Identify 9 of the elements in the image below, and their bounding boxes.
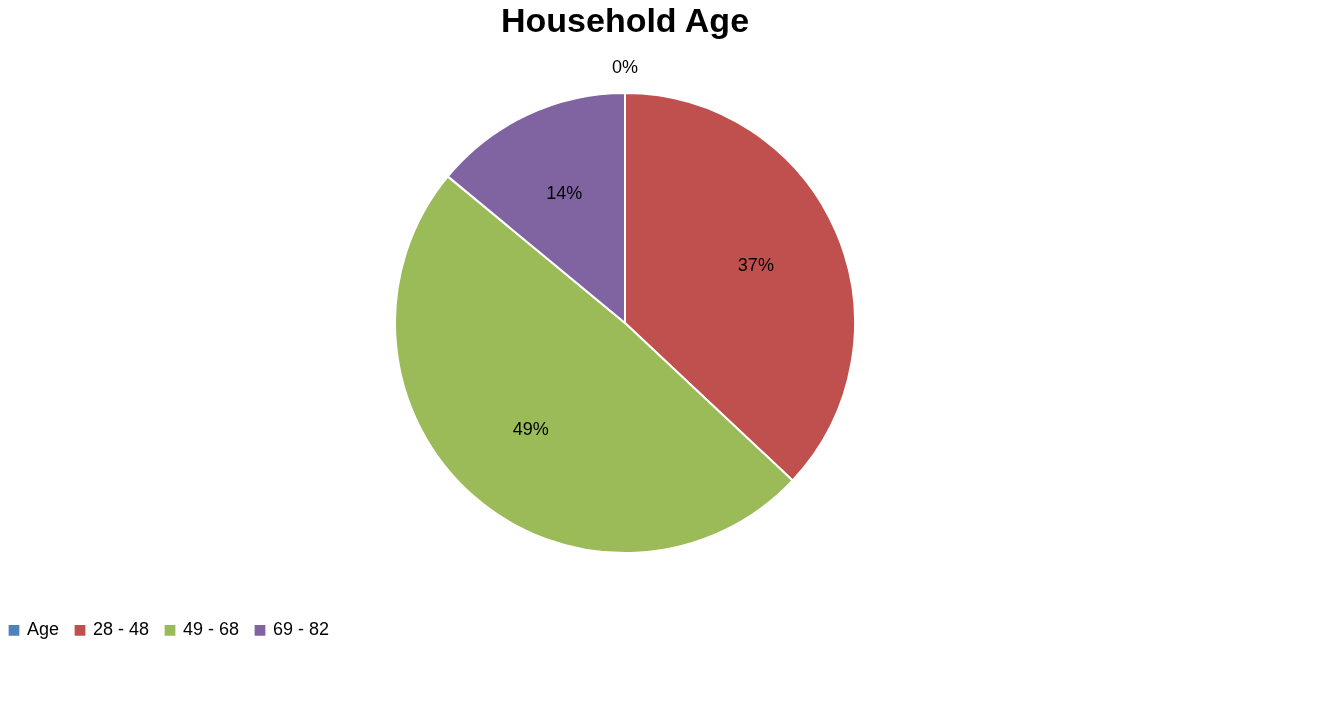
legend-label: 49 - 68 (183, 619, 240, 640)
legend-label: 28 - 48 (93, 619, 150, 640)
data-label: 37% (737, 255, 774, 276)
legend-label: 69 - 82 (273, 619, 330, 640)
text: 0% (611, 57, 639, 77)
data-label: 14% (546, 182, 583, 203)
legend-label: Age (27, 619, 60, 640)
data-label: 49% (512, 418, 549, 439)
chart-title: Household Age (500, 1, 750, 39)
